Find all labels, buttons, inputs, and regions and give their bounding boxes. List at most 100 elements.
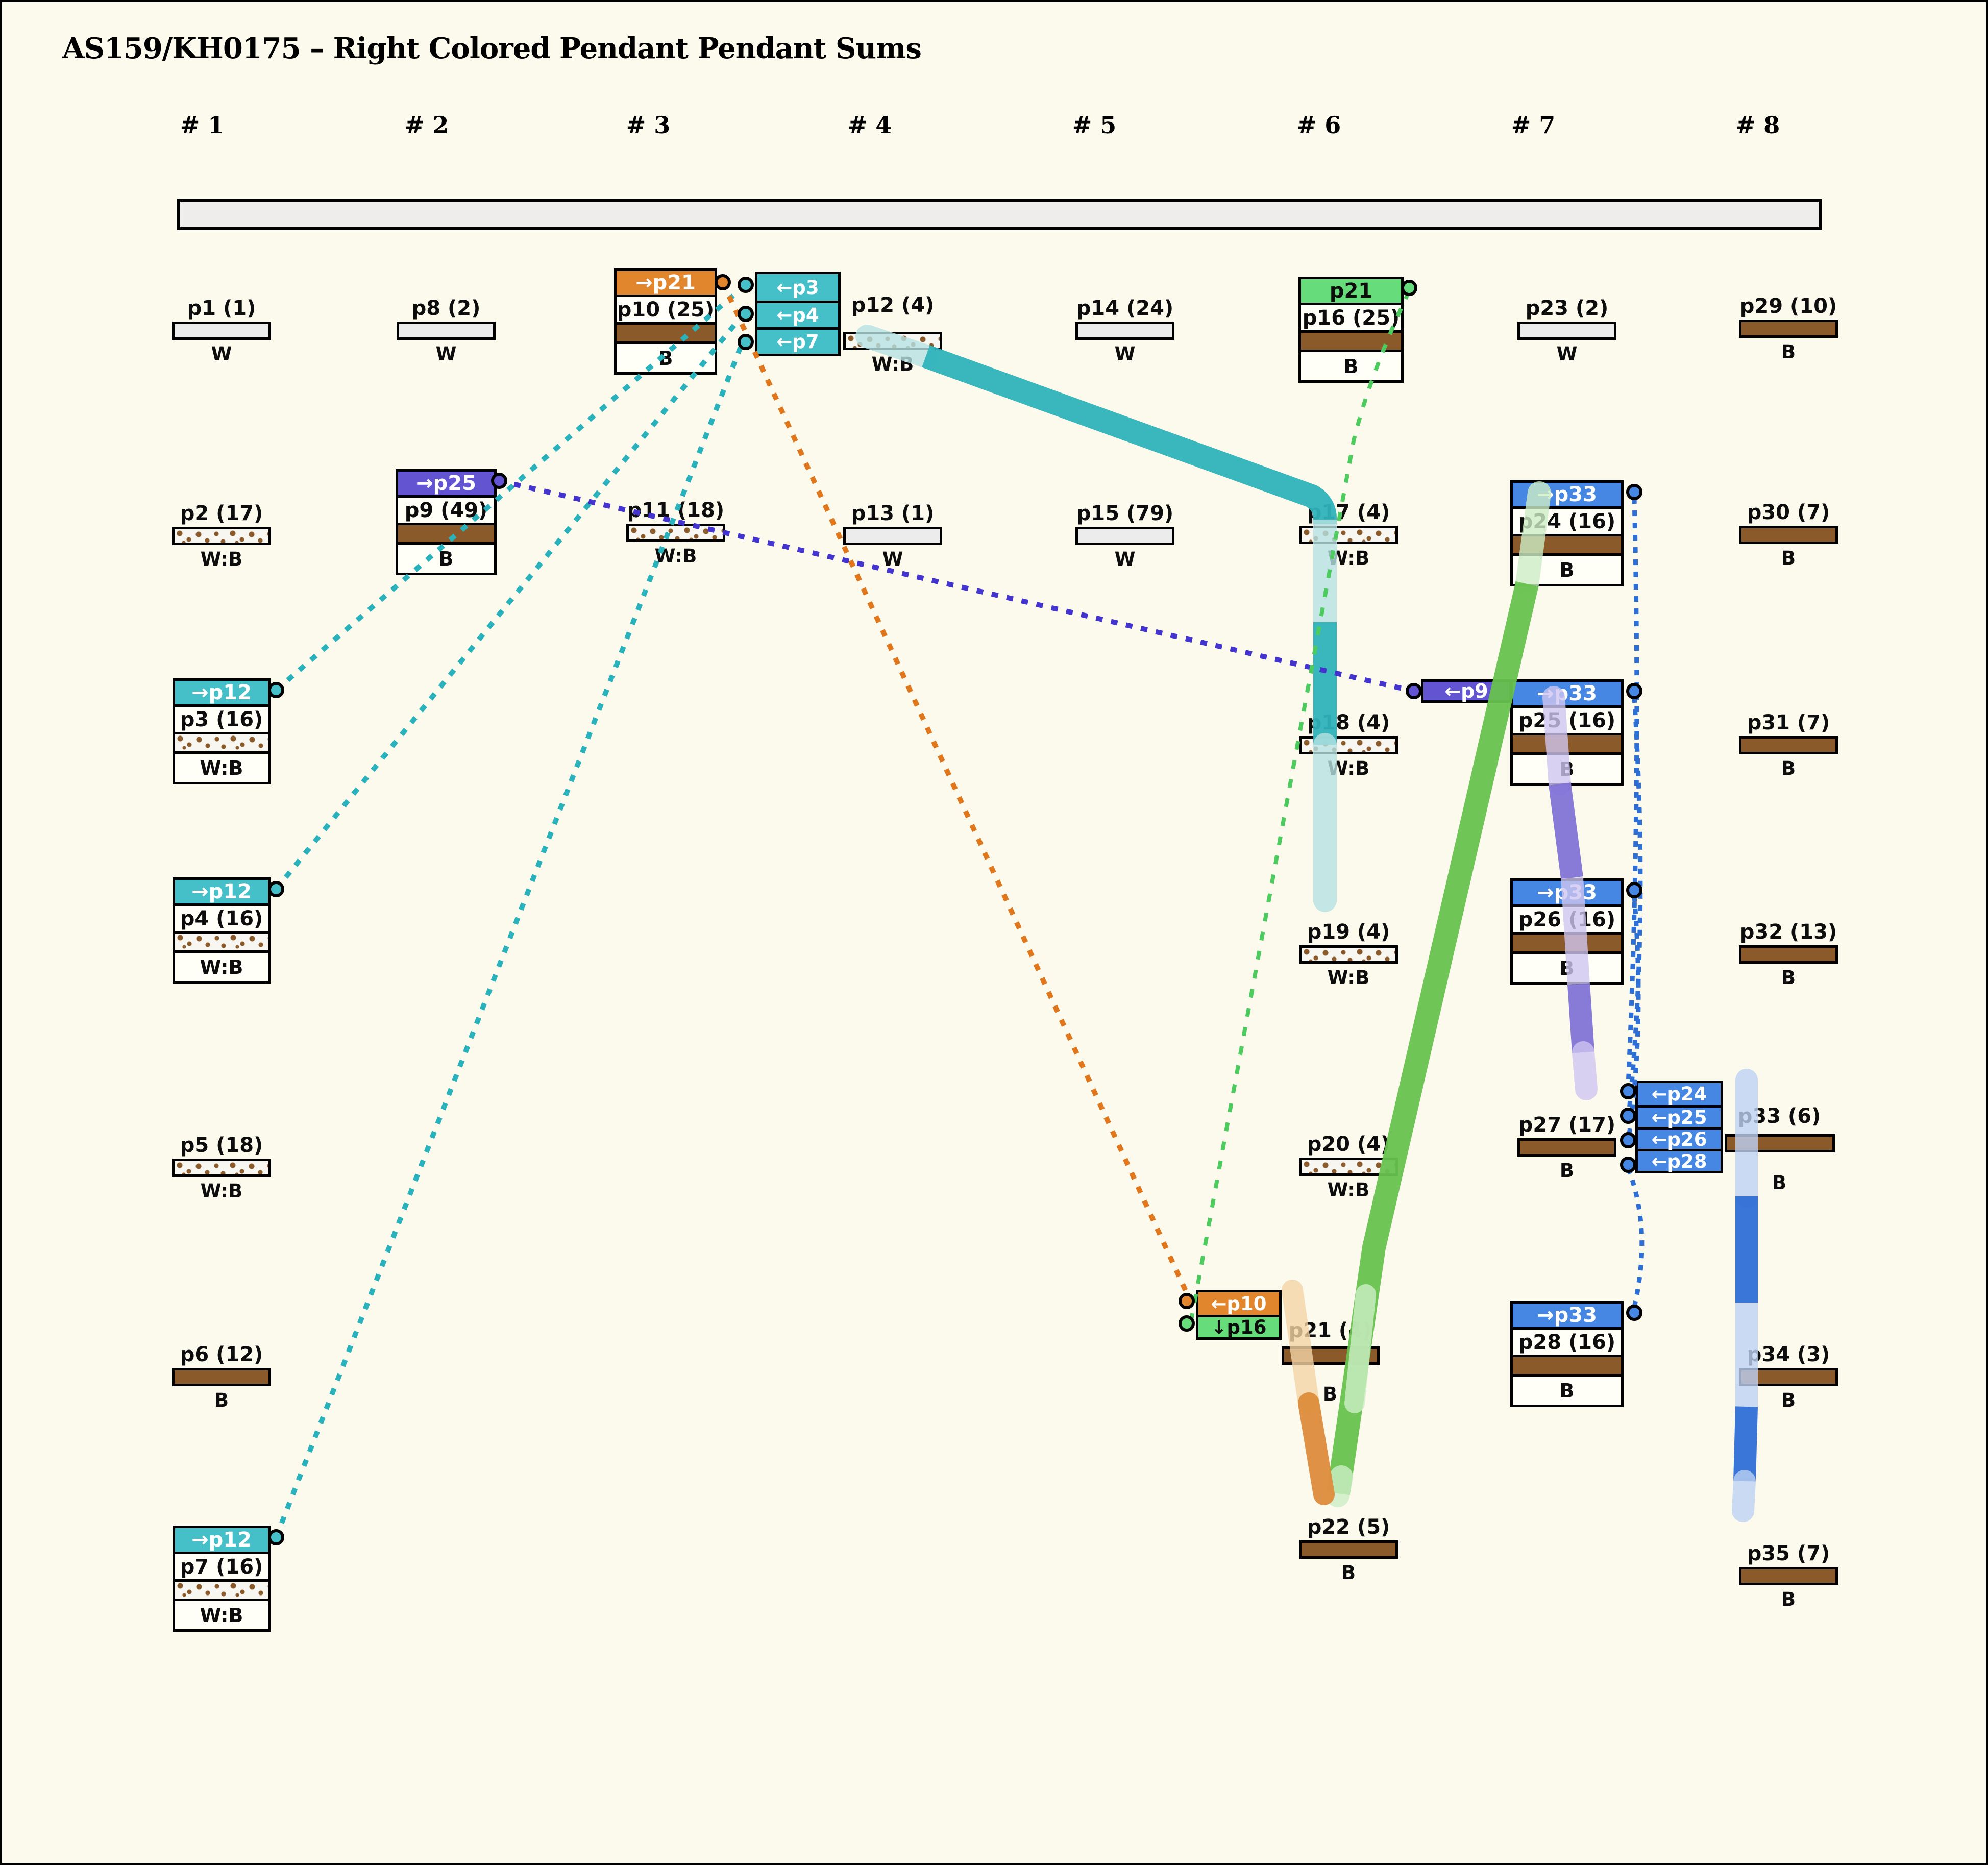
pendant-class-p26: B [1513, 951, 1621, 982]
pendant-tag-p9: →p25 [398, 472, 494, 495]
pendant-box-p10: →p21 p10 (25) B [614, 268, 717, 375]
pendant-bar-p34 [1739, 1368, 1838, 1386]
pendant-box-p4: →p12 p4 (16) W:B [173, 877, 271, 984]
pendant-class-p14: W [1114, 343, 1136, 365]
incoming-tags-p33: ←p24 ←p25 ←p26 ←p28 [1635, 1081, 1723, 1173]
band-blue-p35-cap [1732, 1470, 1756, 1522]
band-purple-p26-p27 [1567, 983, 1594, 1053]
pendant-class-p10: B [617, 341, 715, 372]
pendant-box-p25: →p33 p25 (16) B [1510, 679, 1624, 786]
port-circle-p7-out [268, 1529, 284, 1545]
pendant-label-p17: p17 (4) [1307, 501, 1390, 524]
pendant-class-p24: B [1513, 553, 1621, 584]
incoming-tag-from-p25: ←p25 [1638, 1105, 1721, 1128]
pendant-class-p8: W [435, 343, 457, 365]
pendant-bar-p35 [1739, 1567, 1838, 1585]
pendant-class-p13: W [882, 548, 903, 570]
pendant-class-p7: W:B [175, 1599, 268, 1629]
port-circle-p10-in [1179, 1293, 1195, 1309]
pendant-class-p5: W:B [200, 1180, 243, 1202]
pendant-bar-p31 [1739, 736, 1838, 754]
pendant-bar-p32 [1739, 945, 1838, 964]
pendant-box-p24: →p33 p24 (16) B [1510, 480, 1624, 586]
incoming-tag-from-p28: ←p28 [1638, 1149, 1721, 1172]
pendant-bar-p21 [1282, 1346, 1380, 1365]
incoming-tag-from-p3: ←p3 [757, 274, 838, 301]
pendant-class-p16: B [1301, 350, 1401, 380]
pendant-label-p8: p8 (2) [411, 297, 481, 320]
connector-p28-p33 [1627, 1170, 1645, 1308]
pendant-box-p3: →p12 p3 (16) W:B [173, 678, 271, 784]
column-header-3: # 3 [626, 111, 671, 139]
pendant-label-p30: p30 (7) [1747, 501, 1830, 524]
pendant-tag-p7: →p12 [175, 1528, 268, 1552]
pendant-tag-p26: →p33 [1513, 881, 1621, 904]
pendant-name-p10: p10 (25) [617, 295, 715, 322]
pendant-label-p35: p35 (7) [1747, 1542, 1830, 1565]
pendant-bar-p7 [175, 1579, 268, 1599]
pendant-label-p32: p32 (13) [1739, 920, 1837, 944]
pendant-bar-p11 [626, 524, 725, 542]
pendant-tag-p24: →p33 [1513, 483, 1621, 506]
page-title: AS159/KH0175 – Right Colored Pendant Pen… [62, 32, 922, 65]
pendant-box-p26: →p33 p26 (16) B [1510, 878, 1624, 985]
pendant-bar-p19 [1299, 945, 1398, 964]
pendant-label-p34: p34 (3) [1747, 1343, 1830, 1366]
port-circle-p4-in [738, 306, 754, 322]
pendant-class-p22: B [1341, 1562, 1356, 1584]
port-circle-p10-out [715, 274, 731, 290]
pendant-tag-p10: →p21 [617, 271, 715, 295]
pendant-class-p20: W:B [1327, 1179, 1370, 1201]
pendant-label-p14: p14 (24) [1076, 297, 1174, 320]
pendant-box-p7: →p12 p7 (16) W:B [173, 1526, 271, 1632]
pendant-bar-p2 [172, 527, 271, 545]
pendant-tag-p28: →p33 [1513, 1304, 1621, 1327]
pendant-class-p19: W:B [1327, 967, 1370, 989]
pendant-bar-p4 [175, 931, 268, 950]
pendant-bar-p14 [1075, 322, 1174, 340]
pendant-tag-p25: →p33 [1513, 682, 1621, 705]
pendant-class-p6: B [214, 1389, 229, 1411]
pendant-label-p18: p18 (4) [1307, 711, 1390, 734]
pendant-name-p16: p16 (25) [1301, 303, 1401, 330]
pendant-class-p1: W [211, 343, 232, 365]
port-circle-p3-out [268, 682, 284, 698]
band-purple-p27-cap [1572, 1041, 1598, 1100]
pendant-name-p7: p7 (16) [175, 1552, 268, 1579]
port-circle-p9-in [1406, 683, 1422, 699]
pendant-bar-p25 [1513, 733, 1621, 752]
column-header-7: # 7 [1511, 111, 1556, 139]
pendant-class-p23: W [1556, 343, 1578, 365]
column-header-1: # 1 [180, 111, 225, 139]
pendant-label-p2: p2 (17) [180, 502, 263, 525]
pendant-label-p31: p31 (7) [1747, 711, 1830, 734]
pendant-label-p33: p33 (6) [1737, 1105, 1821, 1128]
pendant-bar-p22 [1299, 1540, 1398, 1559]
pendant-bar-p8 [397, 322, 496, 340]
pendant-bar-p20 [1299, 1158, 1398, 1176]
pendant-bar-p16 [1301, 330, 1401, 350]
pendant-bar-p33 [1725, 1134, 1835, 1152]
connector-p4-p12 [274, 313, 744, 891]
pendant-label-p11: p11 (18) [627, 499, 725, 522]
band-purple-p25-p26 [1549, 782, 1583, 879]
pendant-bar-p18 [1299, 736, 1398, 754]
pendant-bar-p5 [172, 1159, 271, 1177]
pendant-bar-p10 [617, 322, 715, 341]
pendant-class-p25: B [1513, 752, 1621, 783]
port-circle-p16-out [1401, 280, 1417, 296]
pendant-label-p1: p1 (1) [187, 297, 256, 320]
pendant-tag-p4: →p12 [175, 880, 268, 903]
pendant-label-p5: p5 (18) [180, 1134, 263, 1157]
port-circle-p24-in [1620, 1083, 1636, 1099]
port-circle-p24-out [1626, 484, 1642, 500]
pendant-bar-p12 [843, 332, 942, 350]
pendant-class-p27: B [1559, 1160, 1575, 1182]
pendant-box-p9: →p25 p9 (49) B [396, 469, 497, 575]
pendant-bar-p9 [398, 523, 494, 542]
pendant-name-p25: p25 (16) [1513, 705, 1621, 733]
pendant-label-p23: p23 (2) [1525, 297, 1609, 320]
pendant-bar-p23 [1517, 322, 1616, 340]
incoming-tag-from-p26: ←p26 [1638, 1127, 1721, 1150]
